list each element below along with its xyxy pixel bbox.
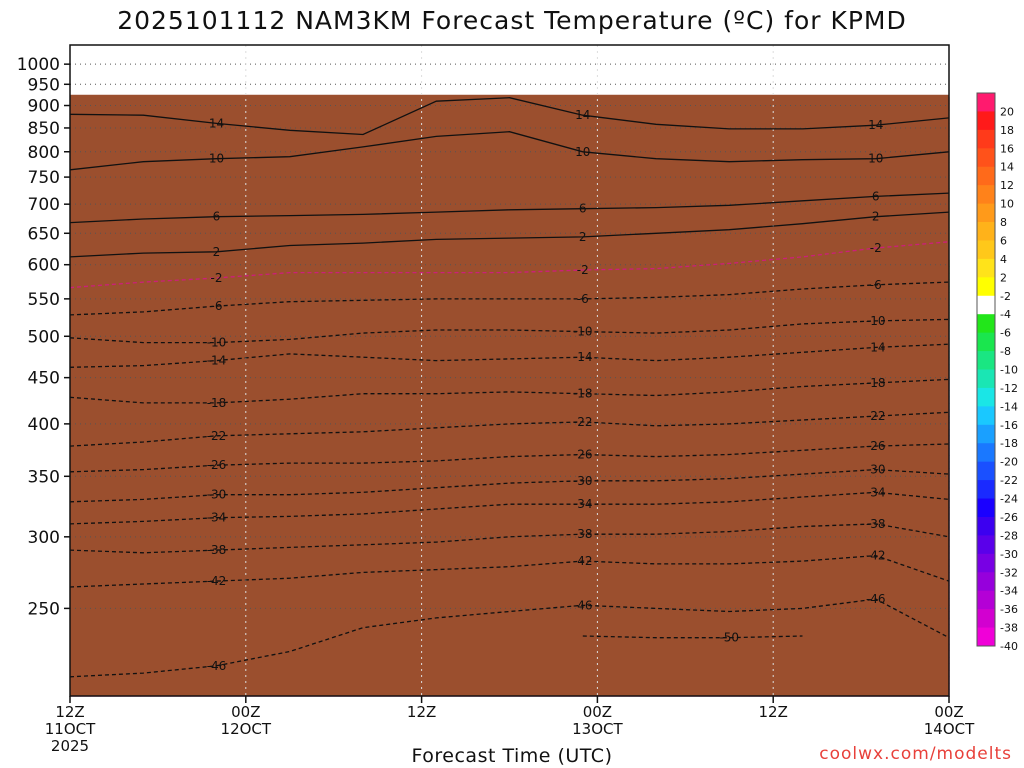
- chart-title: 2025101112 NAM3KM Forecast Temperature (…: [117, 6, 907, 35]
